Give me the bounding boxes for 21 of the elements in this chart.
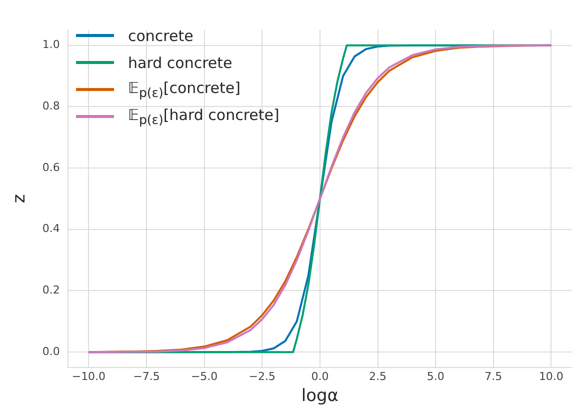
- x-tick-label: 7.5: [484, 370, 502, 383]
- legend-label: 𝔼$_{p(ε)}$[hard concrete]: [128, 106, 280, 127]
- x-tick-label: 5.0: [426, 370, 444, 383]
- legend-label: hard concrete: [128, 54, 232, 72]
- x-tick-label: −7.5: [133, 370, 160, 383]
- x-tick-label: 0.0: [311, 370, 329, 383]
- x-tick-label: −5.0: [190, 370, 218, 383]
- y-tick-label: 1.0: [42, 38, 60, 52]
- x-tick-label: −2.5: [248, 370, 276, 383]
- x-tick-label: 2.5: [369, 370, 387, 383]
- x-tick-label: 10.0: [538, 370, 564, 383]
- legend-label: 𝔼$_{p(ε)}$[concrete]: [128, 79, 240, 100]
- x-tick-label: −10.0: [72, 370, 106, 383]
- x-axis-title: logα: [301, 386, 339, 406]
- y-tick-label: 0.0: [42, 344, 60, 358]
- y-tick-label: 0.8: [42, 100, 60, 113]
- y-axis-title: z: [10, 194, 30, 204]
- y-tick-label: 0.2: [42, 284, 60, 297]
- y-tick-label: 0.6: [42, 160, 60, 174]
- legend-label: concrete: [128, 26, 194, 44]
- y-tick-label: 0.4: [42, 222, 60, 236]
